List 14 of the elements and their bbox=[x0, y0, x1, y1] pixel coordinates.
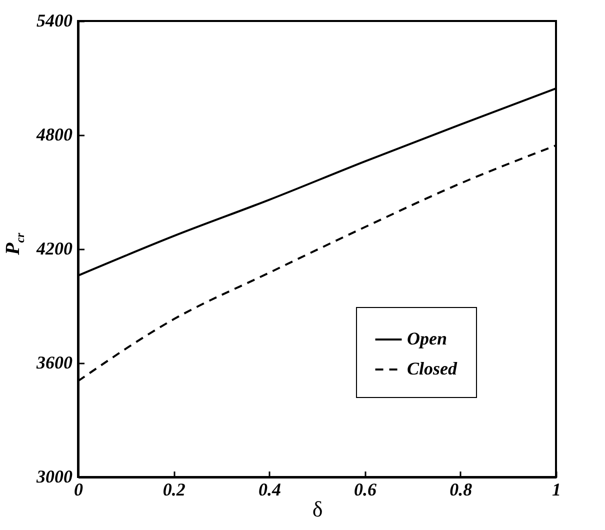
y-tick-label: 3000 bbox=[36, 466, 72, 486]
x-tick-label: 0.8 bbox=[450, 480, 472, 500]
legend-label: Closed bbox=[407, 358, 458, 378]
x-tick-label: 0.2 bbox=[162, 480, 186, 500]
y-tick-label: 5400 bbox=[36, 10, 72, 30]
y-tick-label: 4800 bbox=[36, 124, 72, 144]
legend-label: Open bbox=[407, 328, 447, 348]
y-tick-label: 3600 bbox=[36, 352, 72, 372]
x-tick-label: 0.6 bbox=[354, 480, 377, 500]
y-tick-label: 4200 bbox=[36, 238, 72, 258]
x-axis-title: δ bbox=[312, 496, 323, 522]
x-tick-label: 0.4 bbox=[258, 480, 281, 500]
x-tick-label: 1 bbox=[552, 480, 561, 500]
x-tick-label: 0 bbox=[74, 480, 83, 500]
